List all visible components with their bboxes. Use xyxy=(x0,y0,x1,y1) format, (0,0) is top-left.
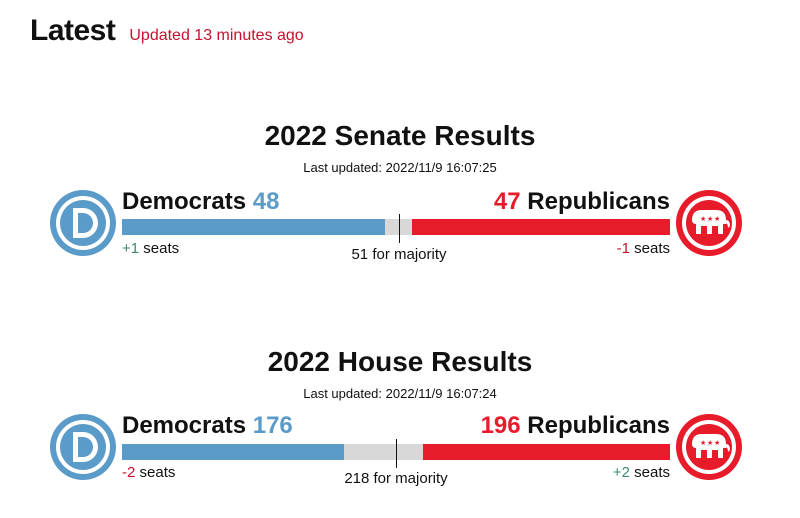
house-dem-change: -2 seats xyxy=(122,464,175,481)
rep-party-name: Republicans xyxy=(527,412,670,439)
seats-word: seats xyxy=(634,464,670,481)
democrat-donkey-d-logo-icon xyxy=(50,414,116,480)
seats-word: seats xyxy=(634,240,670,257)
last-updated-value: 2022/11/9 16:07:24 xyxy=(385,386,497,401)
dem-seat-count: 48 xyxy=(252,188,280,215)
svg-text:★: ★ xyxy=(707,439,713,447)
senate-dem-label: Democrats 48 xyxy=(122,188,279,216)
democrat-donkey-d-logo-icon xyxy=(50,190,116,256)
dem-party-name: Democrats xyxy=(122,188,247,215)
republican-elephant-logo-icon: ★ ★ ★ xyxy=(676,190,742,256)
updated-timestamp: Updated 13 minutes ago xyxy=(129,27,304,44)
senate-title: 2022 Senate Results xyxy=(264,120,536,151)
dem-segment xyxy=(122,219,386,235)
senate-last-updated: Last updated: 2022/11/9 16:07:25 xyxy=(0,160,800,175)
dem-change-value: +1 xyxy=(122,240,140,257)
svg-text:★: ★ xyxy=(700,439,706,447)
svg-text:★: ★ xyxy=(707,215,713,223)
svg-text:★: ★ xyxy=(700,215,706,223)
house-title: 2022 House Results xyxy=(267,346,533,377)
svg-text:★: ★ xyxy=(714,439,720,447)
page-header: Latest Updated 13 minutes ago xyxy=(30,14,304,48)
rep-segment xyxy=(423,444,670,460)
senate-rep-change: -1 seats xyxy=(617,240,670,257)
dem-party-name: Democrats xyxy=(122,412,247,439)
rep-segment xyxy=(412,219,670,235)
senate-rep-label: 47 Republicans xyxy=(494,188,670,216)
majority-marker xyxy=(399,214,400,243)
senate-seat-bar xyxy=(122,219,670,235)
rep-change-value: +2 xyxy=(612,464,630,481)
house-results-section: 2022 House Results Last updated: 2022/11… xyxy=(0,344,800,504)
republican-elephant-logo-icon: ★ ★ ★ xyxy=(676,414,742,480)
house-rep-label: 196 Republicans xyxy=(481,412,670,440)
rep-change-value: -1 xyxy=(616,240,630,257)
rep-seat-count: 47 xyxy=(493,188,521,215)
last-updated-value: 2022/11/9 16:07:25 xyxy=(385,160,497,175)
house-last-updated: Last updated: 2022/11/9 16:07:24 xyxy=(0,386,800,401)
majority-marker xyxy=(396,439,397,468)
senate-results-section: 2022 Senate Results Last updated: 2022/1… xyxy=(0,118,800,278)
dem-segment xyxy=(122,444,344,460)
rep-party-name: Republicans xyxy=(527,188,670,215)
seats-word: seats xyxy=(143,240,180,257)
house-dem-label: Democrats 176 xyxy=(122,412,293,440)
svg-text:★: ★ xyxy=(714,215,720,223)
house-majority-label: 218 for majority xyxy=(344,470,448,487)
dem-change-value: -2 xyxy=(122,464,136,481)
house-rep-change: +2 seats xyxy=(613,464,670,481)
senate-dem-change: +1 seats xyxy=(122,240,179,257)
seats-word: seats xyxy=(139,464,176,481)
last-updated-label: Last updated: xyxy=(303,386,383,401)
dem-seat-count: 176 xyxy=(252,412,293,439)
senate-majority-label: 51 for majority xyxy=(351,246,447,263)
rep-seat-count: 196 xyxy=(480,412,521,439)
last-updated-label: Last updated: xyxy=(303,160,383,175)
page-title: Latest xyxy=(30,14,116,47)
